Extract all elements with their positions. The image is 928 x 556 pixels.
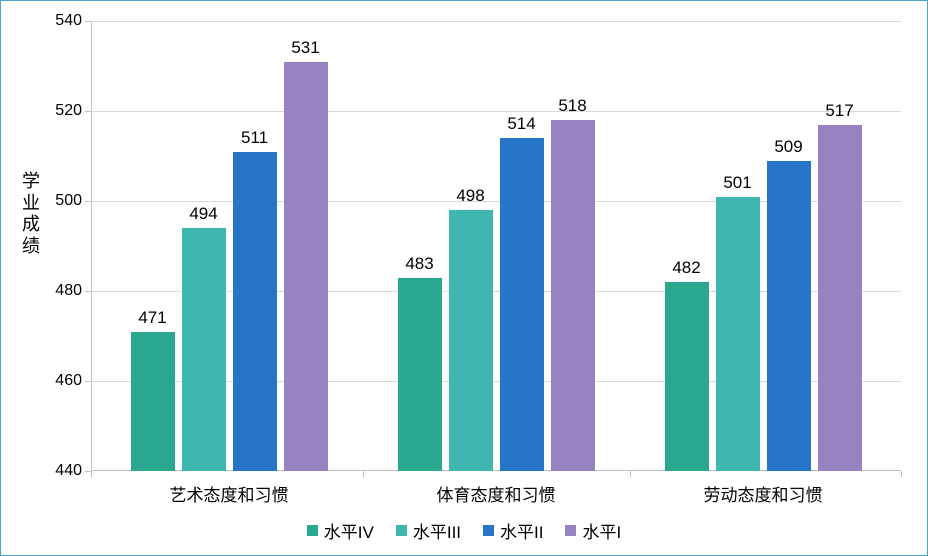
bar-value-label: 531: [291, 38, 319, 58]
bar: [398, 278, 442, 472]
legend-label: 水平III: [413, 518, 461, 543]
bar: [182, 228, 226, 471]
y-tick-label: 540: [42, 12, 82, 30]
legend-label: 水平I: [582, 518, 621, 543]
bar-value-label: 482: [672, 258, 700, 278]
legend-item: 水平III: [396, 518, 461, 543]
y-axis-line: [91, 21, 92, 471]
y-tick-mark: [85, 201, 91, 202]
bar: [665, 282, 709, 471]
x-tick-mark: [901, 471, 902, 477]
bar-value-label: 471: [138, 308, 166, 328]
y-tick-mark: [85, 381, 91, 382]
bar: [716, 197, 760, 472]
gridline: [91, 21, 901, 22]
x-category-label: 劳动态度和习惯: [704, 481, 823, 506]
legend-item: 水平I: [565, 518, 621, 543]
legend: 水平IV 水平III 水平II 水平I: [1, 518, 927, 543]
bar: [284, 62, 328, 472]
y-tick-mark: [85, 111, 91, 112]
legend-label: 水平IV: [324, 518, 374, 543]
bar: [818, 125, 862, 472]
x-category-label: 体育态度和习惯: [437, 481, 556, 506]
bar-value-label: 498: [456, 186, 484, 206]
y-tick-label: 440: [42, 462, 82, 480]
bar-value-label: 494: [189, 204, 217, 224]
y-tick-label: 480: [42, 282, 82, 300]
x-tick-mark: [630, 471, 631, 477]
bar: [233, 152, 277, 472]
chart-container: 学业成绩 471 494 511 531 艺术态度和习惯 483 498 514 518 体育态度…: [0, 0, 928, 556]
legend-item: 水平IV: [307, 518, 374, 543]
bar: [500, 138, 544, 471]
bar-value-label: 483: [405, 254, 433, 274]
bar: [131, 332, 175, 472]
y-tick-mark: [85, 291, 91, 292]
legend-swatch: [565, 525, 576, 536]
legend-label: 水平II: [500, 518, 543, 543]
bar-value-label: 517: [825, 101, 853, 121]
y-tick-label: 520: [42, 102, 82, 120]
bar-value-label: 511: [241, 128, 268, 148]
bar: [767, 161, 811, 472]
y-tick-label: 460: [42, 372, 82, 390]
plot-area: 471494511531艺术态度和习惯483498514518体育态度和习惯48…: [91, 21, 901, 471]
bar: [449, 210, 493, 471]
legend-swatch: [396, 525, 407, 536]
y-tick-label: 500: [42, 192, 82, 210]
x-category-label: 艺术态度和习惯: [170, 481, 289, 506]
bar-value-label: 509: [774, 137, 802, 157]
gridline: [91, 111, 901, 112]
y-tick-mark: [85, 21, 91, 22]
bar: [551, 120, 595, 471]
y-axis-label-text: 学业成绩: [21, 171, 41, 257]
bar-value-label: 501: [723, 173, 751, 193]
legend-item: 水平II: [483, 518, 543, 543]
legend-swatch: [307, 525, 318, 536]
y-axis-label: 学业成绩: [21, 171, 41, 257]
bar-value-label: 514: [507, 114, 535, 134]
x-tick-mark: [363, 471, 364, 477]
legend-swatch: [483, 525, 494, 536]
x-tick-mark: [91, 471, 92, 477]
bar-value-label: 518: [558, 96, 586, 116]
